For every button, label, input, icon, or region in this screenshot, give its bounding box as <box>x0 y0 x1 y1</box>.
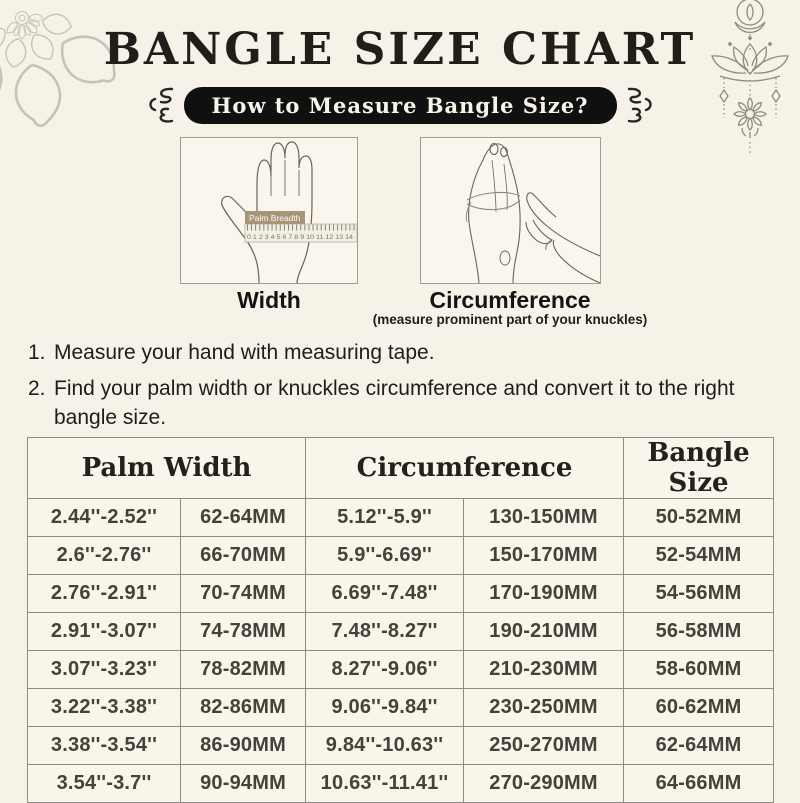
table-cell: 86-90MM <box>179 726 307 765</box>
hand-width-illustration: 0 1 2 3 4 5 6 7 8 9 10 11 12 13 14 Palm … <box>221 141 358 284</box>
circumference-label: Circumference <box>429 287 591 313</box>
table-cell: 5.12''-5.9'' <box>305 498 465 537</box>
width-label: Width <box>237 287 301 313</box>
table-cell: 190-210MM <box>463 612 625 651</box>
table-cell: 54-56MM <box>623 574 775 613</box>
instruction-2-number: 2. <box>28 377 46 400</box>
table-cell: 58-60MM <box>623 650 775 689</box>
table-row: 3.22''-3.38'' 82-86MM 9.06''-9.84'' 230-… <box>27 688 775 727</box>
bangle-size-table: Palm Width Circumference Bangle Size 2.4… <box>26 437 775 803</box>
table-cell: 2.91''-3.07'' <box>27 612 181 651</box>
table-row: 3.07''-3.23'' 78-82MM 8.27''-9.06'' 210-… <box>27 650 775 689</box>
flourish-right-icon <box>627 87 652 123</box>
table-cell: 170-190MM <box>463 574 625 613</box>
banner-pill: How to Measure Bangle Size? <box>183 86 617 124</box>
table-cell: 250-270MM <box>463 726 625 765</box>
table-cell: 230-250MM <box>463 688 625 727</box>
circumference-illustration-box <box>420 137 601 284</box>
instruction-2-text: Find your palm width or knuckles circumf… <box>54 377 735 429</box>
table-cell: 2.44''-2.52'' <box>27 498 181 537</box>
table-cell: 70-74MM <box>179 574 307 613</box>
banner-row: How to Measure Bangle Size? <box>0 84 800 126</box>
table-cell: 64-66MM <box>623 764 775 803</box>
table-cell: 90-94MM <box>179 764 307 803</box>
instruction-1-text: Measure your hand with measuring tape. <box>54 341 435 364</box>
page-title: BANGLE SIZE CHART <box>103 24 697 75</box>
table-cell: 62-64MM <box>179 498 307 537</box>
table-cell: 3.38''-3.54'' <box>27 726 181 765</box>
table-cell: 7.48''-8.27'' <box>305 612 465 651</box>
instruction-1: 1. Measure your hand with measuring tape… <box>28 338 758 367</box>
table-row: 3.38''-3.54'' 86-90MM 9.84''-10.63'' 250… <box>27 726 775 765</box>
table-row: 2.44''-2.52'' 62-64MM 5.12''-5.9'' 130-1… <box>27 498 775 537</box>
table-header-row: Palm Width Circumference Bangle Size <box>26 437 775 499</box>
instruction-1-number: 1. <box>28 341 46 364</box>
header-circumference: Circumference <box>305 437 625 499</box>
table-row: 2.91''-3.07'' 74-78MM 7.48''-8.27'' 190-… <box>27 612 775 651</box>
ruler-numbers: 0 1 2 3 4 5 6 7 8 9 10 11 12 13 14 <box>247 235 354 241</box>
table-cell: 3.22''-3.38'' <box>27 688 181 727</box>
table-row: 2.76''-2.91'' 70-74MM 6.69''-7.48'' 170-… <box>27 574 775 613</box>
table-cell: 52-54MM <box>623 536 775 575</box>
width-illustration-box: 0 1 2 3 4 5 6 7 8 9 10 11 12 13 14 Palm … <box>180 137 358 284</box>
mandala-ornament <box>0 11 116 128</box>
instruction-2: 2. Find your palm width or knuckles circ… <box>28 374 758 432</box>
table-cell: 74-78MM <box>179 612 307 651</box>
table-cell: 82-86MM <box>179 688 307 727</box>
flourish-left-icon <box>148 87 173 123</box>
table-cell: 10.63''-11.41'' <box>305 764 465 803</box>
table-cell: 3.07''-3.23'' <box>27 650 181 689</box>
hand-circumference-illustration <box>465 142 601 284</box>
table-cell: 270-290MM <box>463 764 625 803</box>
table-cell: 9.84''-10.63'' <box>305 726 465 765</box>
header-bangle-size: Bangle Size <box>623 437 775 499</box>
table-cell: 78-82MM <box>179 650 307 689</box>
instructions: 1. Measure your hand with measuring tape… <box>28 338 758 439</box>
lotus-pendant-ornament <box>711 0 789 156</box>
table-cell: 9.06''-9.84'' <box>305 688 465 727</box>
table-cell: 2.76''-2.91'' <box>27 574 181 613</box>
circumference-note: (measure prominent part of your knuckles… <box>372 312 648 327</box>
table-cell: 62-64MM <box>623 726 775 765</box>
table-cell: 6.69''-7.48'' <box>305 574 465 613</box>
table-row: 2.6''-2.76'' 66-70MM 5.9''-6.69'' 150-17… <box>27 536 775 575</box>
header-palm-width: Palm Width <box>26 437 307 499</box>
table-cell: 210-230MM <box>463 650 625 689</box>
palm-breadth-tape-label: Palm Breadth <box>249 213 301 223</box>
table-cell: 5.9''-6.69'' <box>305 536 465 575</box>
table-cell: 8.27''-9.06'' <box>305 650 465 689</box>
table-cell: 2.6''-2.76'' <box>27 536 181 575</box>
table-row: 3.54''-3.7'' 90-94MM 10.63''-11.41'' 270… <box>27 764 775 803</box>
table-cell: 50-52MM <box>623 498 775 537</box>
table-cell: 130-150MM <box>463 498 625 537</box>
table-cell: 3.54''-3.7'' <box>27 764 181 803</box>
table-cell: 66-70MM <box>179 536 307 575</box>
table-cell: 60-62MM <box>623 688 775 727</box>
table-cell: 150-170MM <box>463 536 625 575</box>
table-cell: 56-58MM <box>623 612 775 651</box>
